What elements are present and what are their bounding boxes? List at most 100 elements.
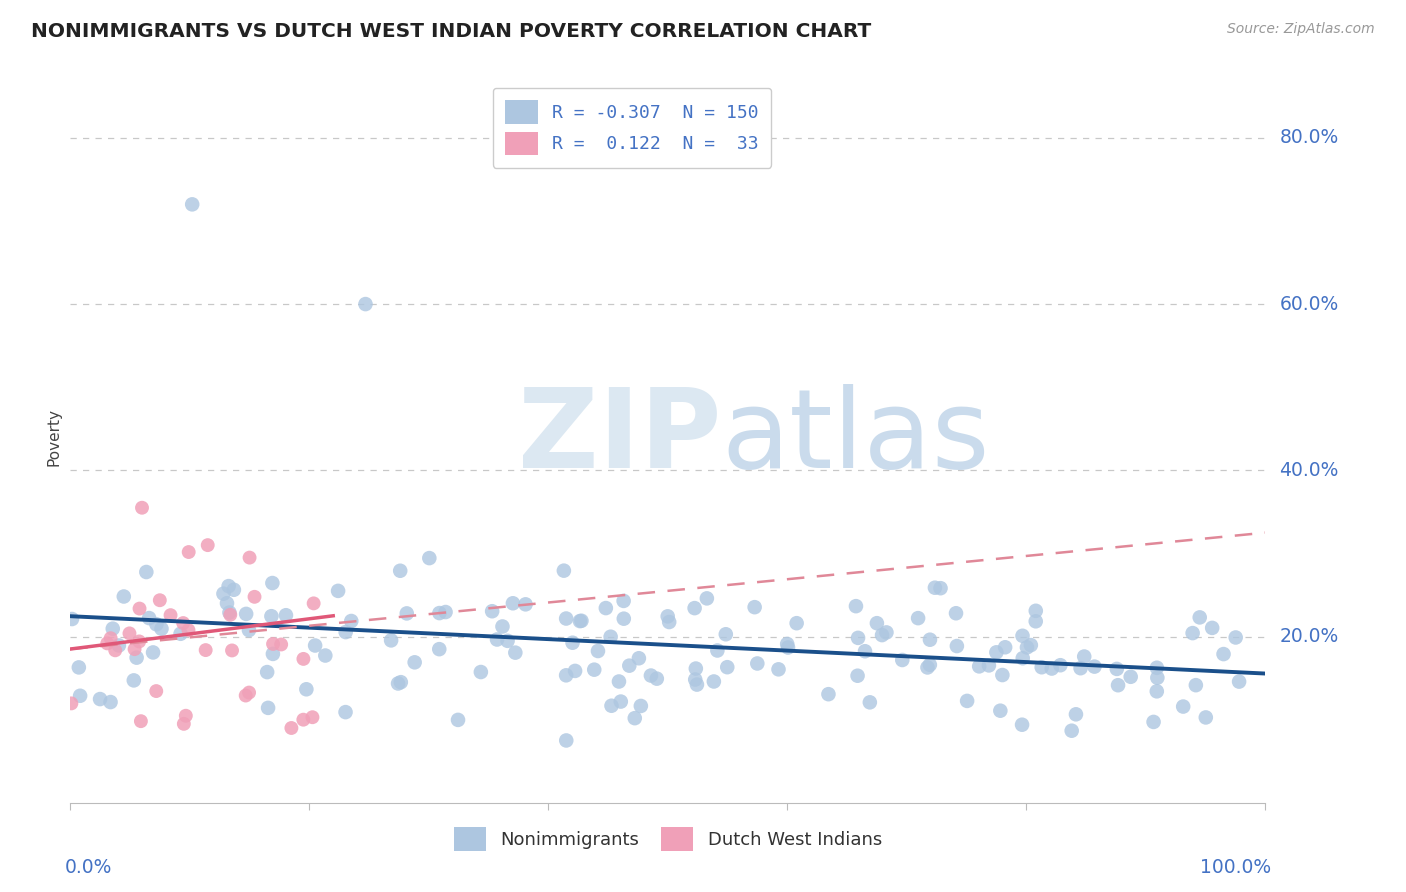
Point <box>257 701 280 715</box>
Point <box>427 642 450 657</box>
Point <box>607 674 630 689</box>
Point <box>335 705 357 719</box>
Point <box>1011 717 1033 731</box>
Point <box>142 645 165 659</box>
Point <box>1173 699 1195 714</box>
Point <box>515 598 537 612</box>
Text: 80.0%: 80.0% <box>1279 128 1339 147</box>
Point <box>907 611 929 625</box>
Point <box>1083 659 1105 673</box>
Point <box>112 590 135 604</box>
Point <box>686 677 709 691</box>
Point <box>918 632 941 647</box>
Point <box>340 614 363 628</box>
Point <box>150 622 173 636</box>
Point <box>583 663 606 677</box>
Point <box>956 694 979 708</box>
Point <box>418 551 440 566</box>
Point <box>776 637 799 651</box>
Point <box>212 587 235 601</box>
Point <box>571 614 593 628</box>
Point <box>260 609 283 624</box>
Point <box>219 607 242 622</box>
Point <box>623 711 645 725</box>
Point <box>174 708 197 723</box>
Text: NONIMMIGRANTS VS DUTCH WEST INDIAN POVERTY CORRELATION CHART: NONIMMIGRANTS VS DUTCH WEST INDIAN POVER… <box>31 22 872 41</box>
Point <box>295 682 318 697</box>
Point <box>354 297 377 311</box>
Point <box>138 611 160 625</box>
Point <box>1040 661 1063 675</box>
Point <box>239 550 262 565</box>
Point <box>929 581 952 595</box>
Point <box>1146 671 1168 685</box>
Point <box>172 616 194 631</box>
Point <box>470 665 492 679</box>
Point <box>619 658 641 673</box>
Point <box>67 660 90 674</box>
Point <box>600 698 623 713</box>
Point <box>568 614 591 628</box>
Point <box>256 665 278 679</box>
Point <box>870 628 893 642</box>
Point <box>304 639 326 653</box>
Point <box>817 687 839 701</box>
Text: 60.0%: 60.0% <box>1279 294 1339 314</box>
Point <box>108 639 131 653</box>
Point <box>1025 604 1047 618</box>
Point <box>714 627 737 641</box>
Point <box>69 689 91 703</box>
Point <box>481 604 503 618</box>
Point <box>1049 658 1071 673</box>
Point <box>238 685 260 699</box>
Point <box>716 660 738 674</box>
Point <box>924 581 946 595</box>
Point <box>122 673 145 688</box>
Point <box>274 608 297 623</box>
Point <box>853 644 876 658</box>
Point <box>1011 651 1033 665</box>
Point <box>496 633 519 648</box>
Point <box>326 583 349 598</box>
Point <box>1060 723 1083 738</box>
Point <box>404 656 426 670</box>
Point <box>118 626 141 640</box>
Point <box>194 643 217 657</box>
Point <box>238 623 260 637</box>
Point <box>262 647 284 661</box>
Point <box>262 576 284 591</box>
Point <box>389 564 412 578</box>
Point <box>1227 674 1250 689</box>
Point <box>302 596 325 610</box>
Point <box>1225 631 1247 645</box>
Point <box>96 636 118 650</box>
Point <box>967 659 990 673</box>
Point <box>945 606 967 620</box>
Point <box>564 664 586 678</box>
Point <box>389 675 412 690</box>
Point <box>1011 629 1033 643</box>
Point <box>599 630 621 644</box>
Text: 0.0%: 0.0% <box>65 858 111 877</box>
Point <box>640 668 662 682</box>
Point <box>555 733 578 747</box>
Point <box>683 601 706 615</box>
Point <box>60 612 83 626</box>
Point <box>1073 649 1095 664</box>
Point <box>387 676 409 690</box>
Point <box>159 608 181 623</box>
Point <box>553 564 575 578</box>
Point <box>630 698 652 713</box>
Point <box>243 590 266 604</box>
Point <box>1031 660 1053 674</box>
Point <box>1025 615 1047 629</box>
Point <box>1201 621 1223 635</box>
Point <box>1142 714 1164 729</box>
Point <box>491 619 513 633</box>
Text: Source: ZipAtlas.com: Source: ZipAtlas.com <box>1227 22 1375 37</box>
Point <box>595 601 617 615</box>
Point <box>1195 710 1218 724</box>
Point <box>169 627 191 641</box>
Point <box>866 616 889 631</box>
Point <box>335 625 357 640</box>
